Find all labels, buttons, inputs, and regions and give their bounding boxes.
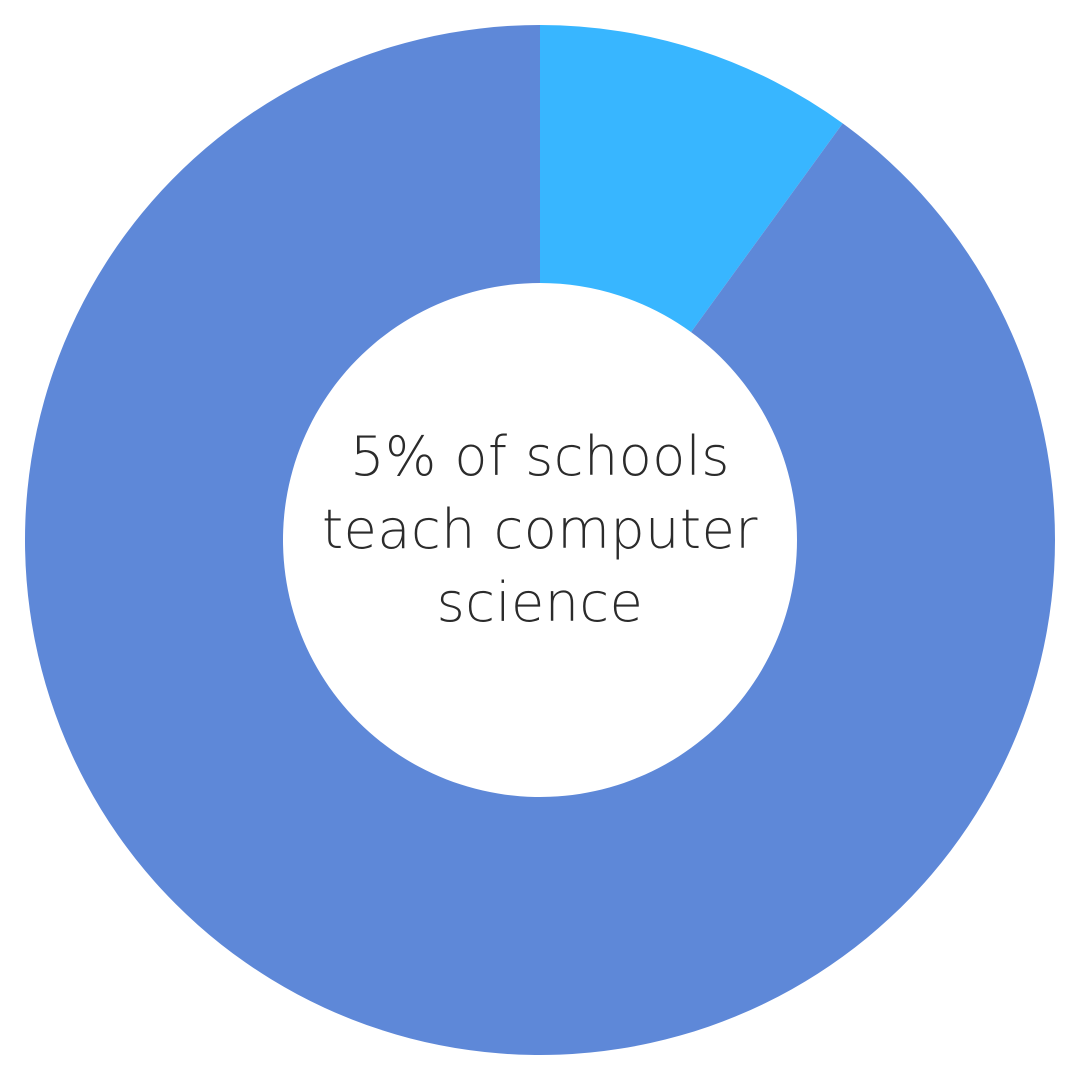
donut-slice-2 [24, 25, 1055, 1055]
center-label-line-1: 5% of schools [350, 425, 730, 488]
donut-slice-1 [540, 25, 843, 333]
center-label-line-2: teach computer [322, 498, 758, 561]
center-label-line-3: science [436, 571, 644, 634]
center-label: 5% of schools teach computer science [290, 420, 790, 639]
